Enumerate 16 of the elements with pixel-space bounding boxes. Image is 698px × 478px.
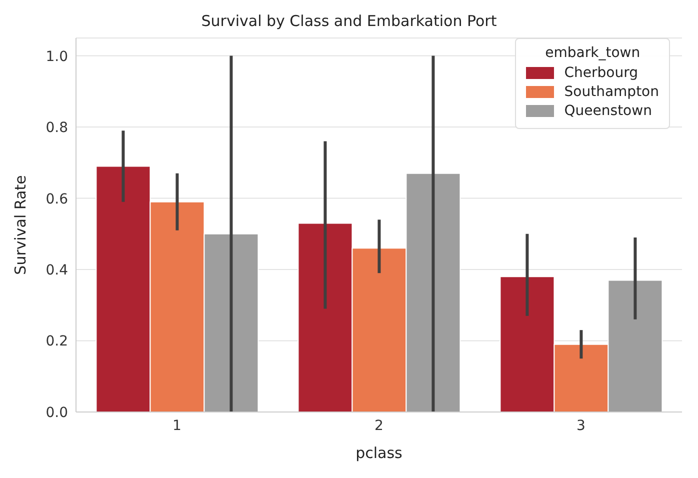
y-tick-label: 0.8	[46, 120, 68, 136]
x-tick-label: 3	[576, 418, 586, 434]
y-tick-label: 0.0	[46, 404, 68, 421]
chart-title: Survival by Class and Embarkation Port	[200, 11, 498, 32]
legend-label: Southampton	[564, 84, 659, 100]
y-tick-label: 0.4	[46, 262, 68, 278]
legend-label: Queenstown	[564, 103, 652, 119]
x-axis-title: pclass	[356, 444, 403, 462]
legend-title: embark_town	[544, 45, 642, 61]
x-tick-label: 2	[374, 418, 384, 434]
y-tick-label: 0.2	[46, 334, 68, 350]
legend-label: Cherbourg	[564, 65, 638, 81]
y-tick-label: 1.0	[46, 48, 68, 65]
y-axis-title: Survival Rate	[11, 175, 30, 275]
y-tick-label: 0.6	[46, 191, 68, 208]
x-tick-label: 1	[172, 418, 182, 434]
